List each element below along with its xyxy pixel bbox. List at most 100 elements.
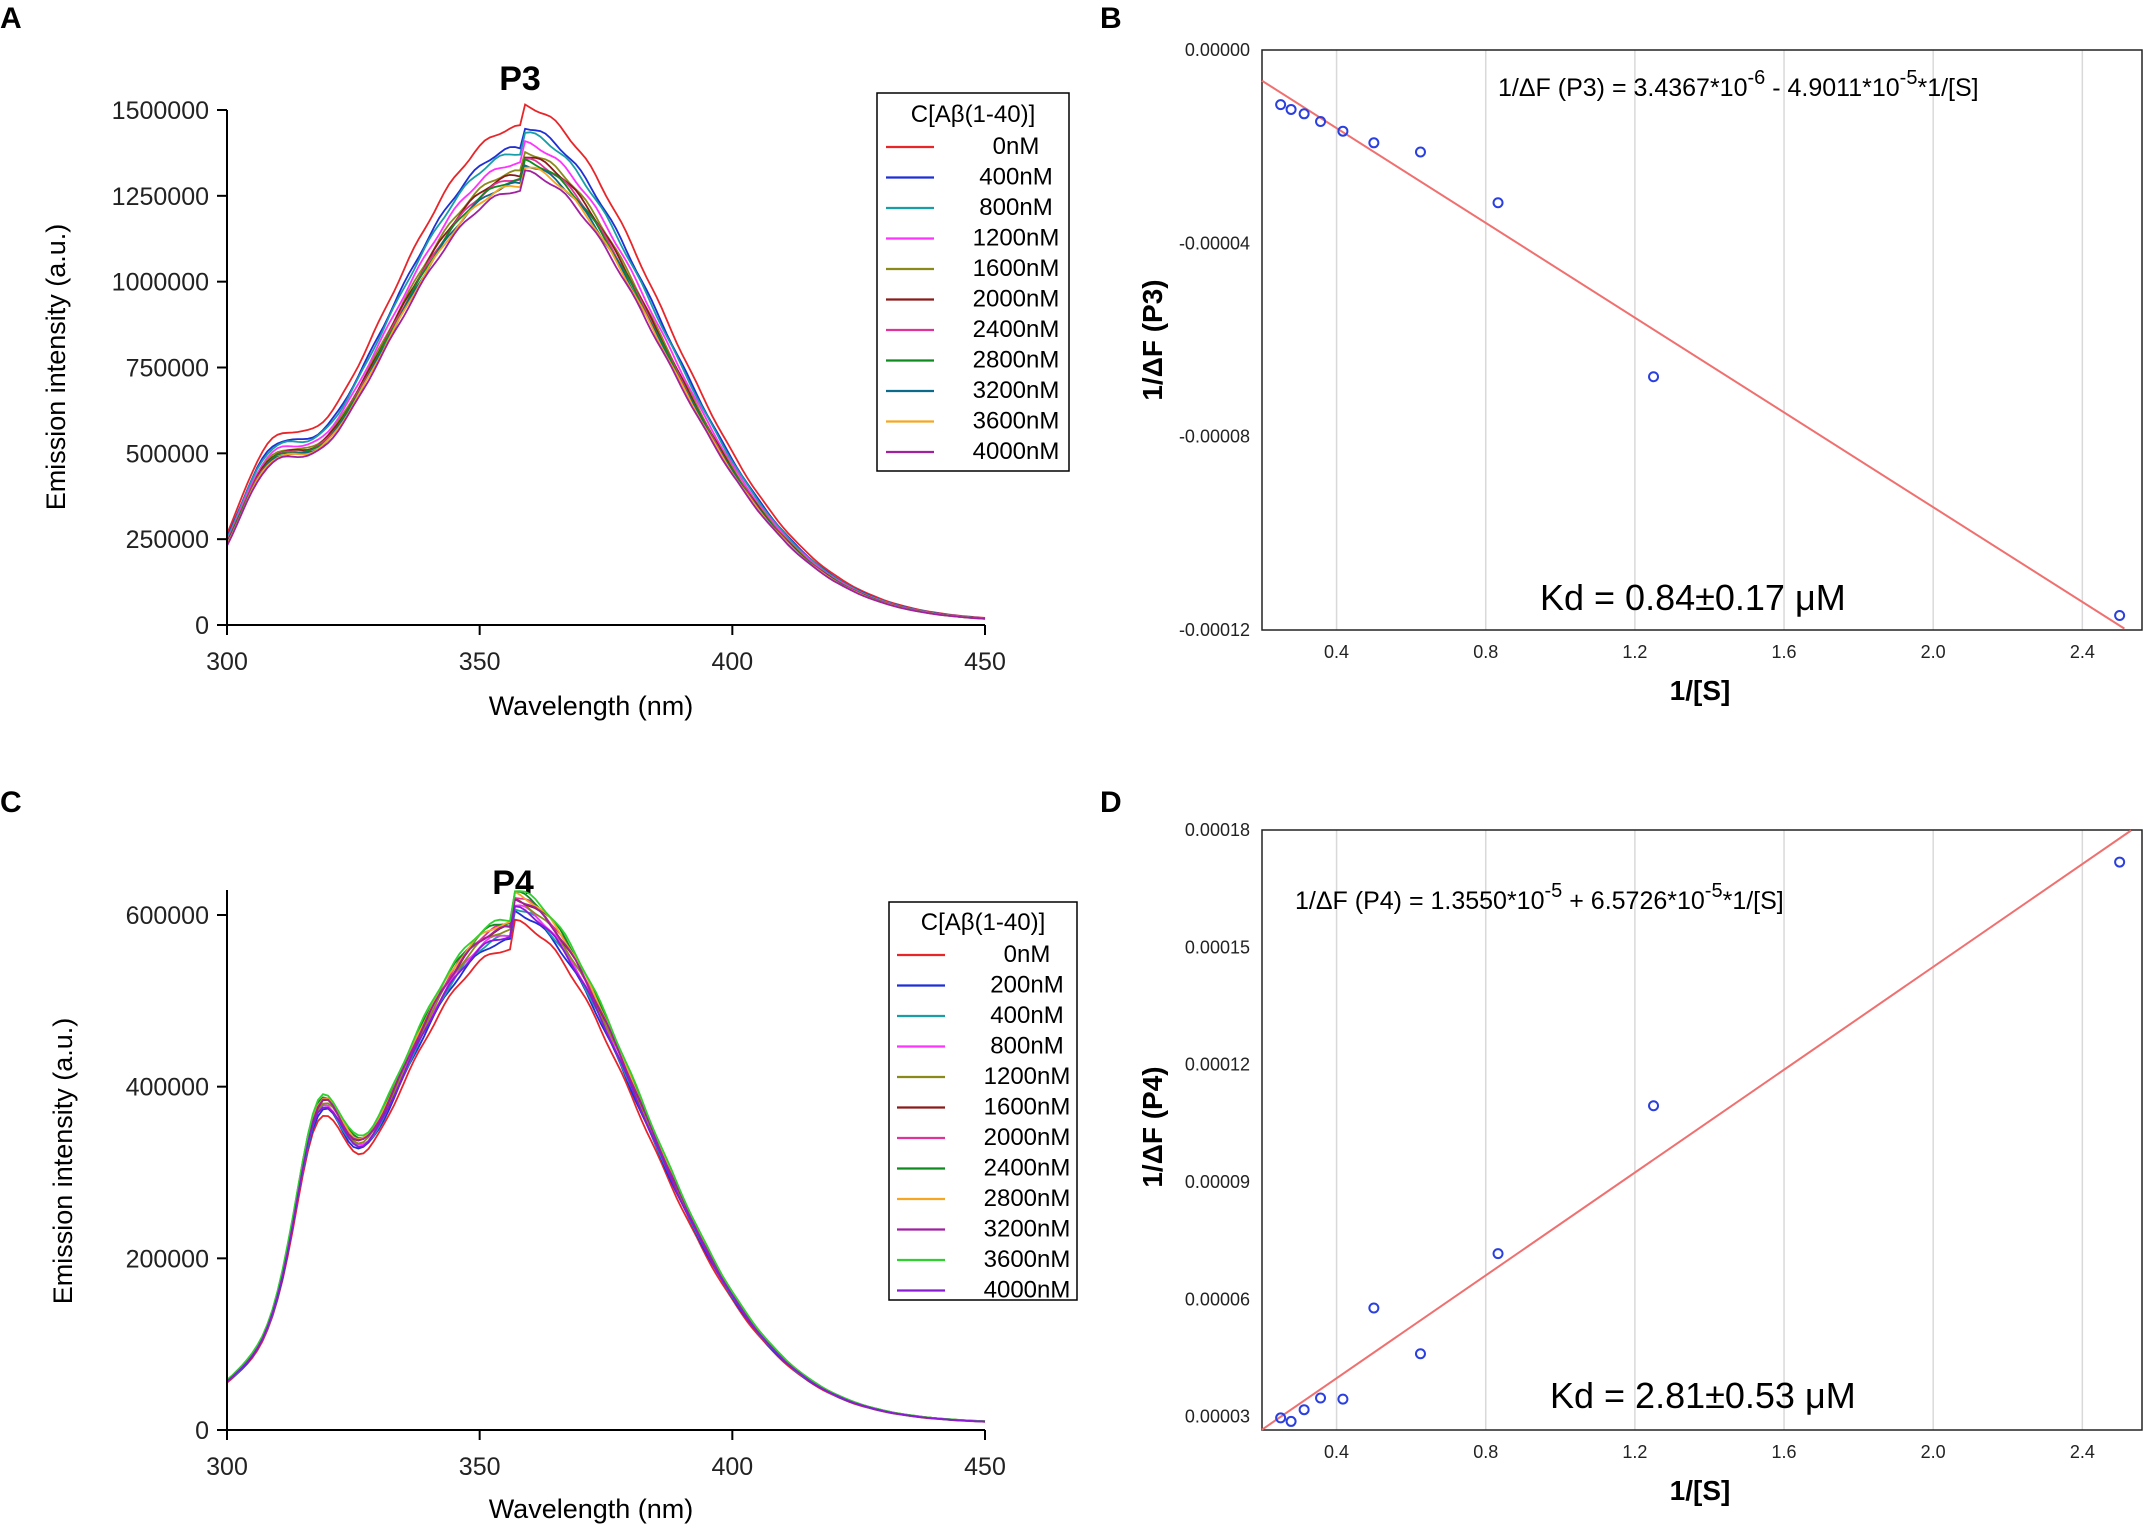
x-tick-label: 1.2 <box>1622 1442 1647 1462</box>
regression-equation: 1/ΔF (P3) = 3.4367*10-6 - 4.9011*10-5*1/… <box>1498 67 1979 102</box>
legend-label: 2800nM <box>973 347 1060 374</box>
x-tick-label: 400 <box>711 648 753 676</box>
legend-label: 4000nM <box>984 1277 1071 1304</box>
fit-line <box>1261 79 2125 630</box>
data-point <box>2114 610 2126 621</box>
panel-label: C <box>0 786 22 819</box>
x-tick-label: 300 <box>206 1453 248 1481</box>
y-tick-label: -0.00012 <box>1179 620 1250 640</box>
data-point <box>2114 856 2126 868</box>
legend-label: 2000nM <box>973 286 1060 313</box>
series-line <box>226 908 986 1423</box>
x-axis-label: 1/[S] <box>1670 1475 1731 1506</box>
y-tick-label: 0.00012 <box>1185 1055 1250 1075</box>
series-line <box>226 898 986 1423</box>
y-tick-label: -0.00008 <box>1179 427 1250 447</box>
data-point <box>1285 1415 1297 1427</box>
data-point <box>1368 1302 1380 1314</box>
x-tick-label: 1.6 <box>1772 1442 1797 1462</box>
y-axis-label: Emission intensity (a.u.) <box>48 1018 78 1305</box>
x-tick-label: 1.2 <box>1622 642 1647 662</box>
data-point <box>1298 1404 1310 1416</box>
legend-label: 3600nM <box>973 408 1060 435</box>
y-tick-label: 600000 <box>126 902 209 930</box>
legend <box>888 901 1078 1301</box>
legend-label: 1600nM <box>984 1094 1071 1121</box>
kd-value: Kd = 2.81±0.53 μM <box>1550 1375 1856 1416</box>
panel-label: D <box>1100 786 1122 819</box>
legend-label: 3200nM <box>973 377 1060 404</box>
legend-label: 800nM <box>979 194 1052 221</box>
x-tick-label: 0.8 <box>1473 1442 1498 1462</box>
series-line <box>226 897 986 1423</box>
data-point <box>1275 1412 1287 1424</box>
legend-label: 800nM <box>990 1033 1063 1060</box>
legend-label: 2800nM <box>984 1185 1071 1212</box>
x-tick-label: 350 <box>459 648 501 676</box>
x-tick-label: 450 <box>964 648 1006 676</box>
y-tick-label: 200000 <box>126 1245 209 1273</box>
y-tick-label: 1000000 <box>112 269 209 297</box>
x-tick-label: 2.4 <box>2070 642 2095 662</box>
series-line <box>226 157 986 620</box>
x-axis-label: Wavelength (nm) <box>489 1494 694 1524</box>
legend-label: 400nM <box>979 164 1052 191</box>
data-point <box>1275 99 1287 111</box>
legend-label: 0nM <box>1004 941 1051 968</box>
x-axis-label: 1/[S] <box>1670 675 1731 706</box>
y-tick-label: 0 <box>195 612 209 640</box>
series-line <box>226 904 986 1423</box>
y-tick-label: 400000 <box>126 1074 209 1102</box>
legend-title: C[Aβ(1-40)] <box>921 909 1046 936</box>
plot-frame <box>1261 829 2143 1431</box>
series-line <box>226 890 986 1423</box>
legend <box>876 92 1070 472</box>
data-point <box>1337 1393 1349 1405</box>
legend-label: 1600nM <box>973 255 1060 282</box>
data-point <box>1368 137 1380 149</box>
data-point <box>1492 1248 1504 1260</box>
y-tick-label: 0.00006 <box>1185 1289 1250 1309</box>
legend-title: C[Aβ(1-40)] <box>911 101 1036 128</box>
x-tick-label: 300 <box>206 648 248 676</box>
legend-label: 0nM <box>993 133 1040 160</box>
y-tick-label: -0.00004 <box>1179 233 1250 253</box>
data-point <box>1414 1348 1426 1360</box>
legend-label: 2400nM <box>984 1155 1071 1182</box>
y-tick-label: 1250000 <box>112 183 209 211</box>
data-point <box>1414 146 1426 158</box>
data-point <box>1337 125 1349 137</box>
panel-label: A <box>0 2 22 35</box>
data-point <box>1648 1100 1660 1112</box>
y-tick-label: 0.00018 <box>1185 820 1250 840</box>
legend-label: 4000nM <box>973 438 1060 465</box>
regression-equation: 1/ΔF (P4) = 1.3550*10-5 + 6.5726*10-5*1/… <box>1295 880 1784 915</box>
x-axis-label: Wavelength (nm) <box>489 691 694 721</box>
panel-a: A P3 300 350 400 450 0 250000 500000 750000 1000… <box>0 2 1070 721</box>
series-line <box>226 158 986 620</box>
x-tick-label: 2.4 <box>2070 1442 2095 1462</box>
data-point <box>1648 371 1660 383</box>
x-tick-label: 400 <box>711 1453 753 1481</box>
x-tick-label: 450 <box>964 1453 1006 1481</box>
data-point <box>1298 108 1310 120</box>
y-tick-label: 0.00009 <box>1185 1172 1250 1192</box>
y-axis-label: Emission intensity (a.u.) <box>41 224 71 511</box>
legend-label: 3200nM <box>984 1216 1071 1243</box>
y-tick-label: 0.00015 <box>1185 937 1250 957</box>
legend-label: 200nM <box>990 972 1063 999</box>
series-line <box>226 890 986 1423</box>
fit-line <box>1261 829 2132 1431</box>
legend-label: 2400nM <box>973 316 1060 343</box>
x-tick-label: 1.6 <box>1772 642 1797 662</box>
y-tick-label: 500000 <box>126 440 209 468</box>
data-point <box>1315 1392 1327 1404</box>
x-tick-label: 0.4 <box>1324 642 1349 662</box>
series-line <box>226 918 986 1423</box>
series-line <box>226 103 986 619</box>
series-line <box>226 897 986 1423</box>
chart-title: P3 <box>499 60 541 98</box>
x-tick-label: 350 <box>459 1453 501 1481</box>
